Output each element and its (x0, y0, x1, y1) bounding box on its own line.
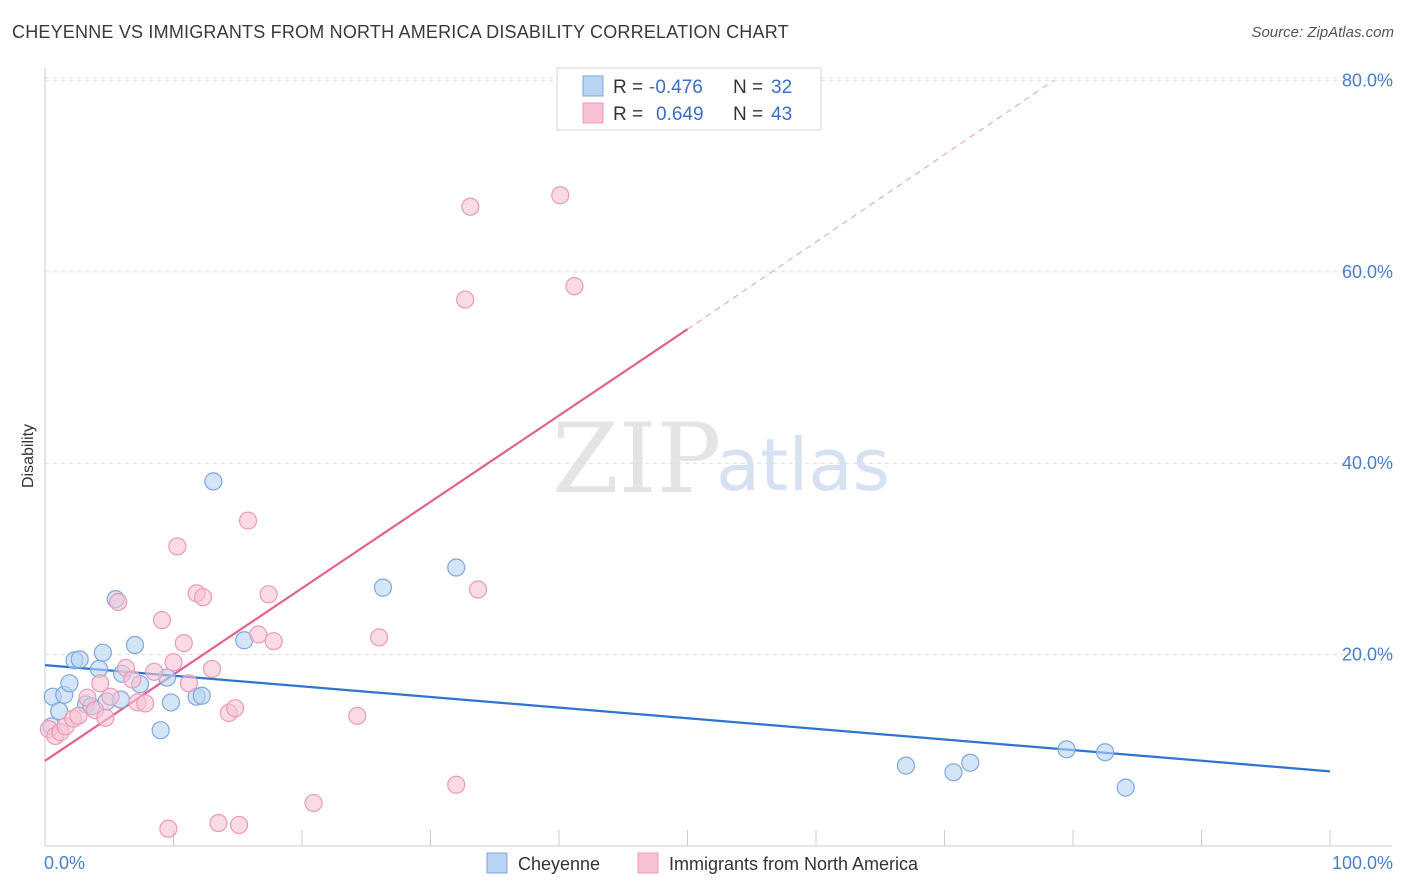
immigrants-point-20 (168, 537, 187, 556)
y-tick-label-80: 80.0% (1342, 70, 1393, 90)
immigrants-point-41 (551, 186, 570, 205)
bottom-legend-swatch-cheyenne (486, 852, 508, 874)
bottom-legend-cheyenne: Cheyenne (518, 854, 600, 874)
legend-r-value-2: 0.649 (656, 104, 704, 125)
legend-r-label-2: R = (613, 104, 643, 125)
y-tick-label-20: 20.0% (1342, 645, 1393, 665)
immigrants-point-33 (264, 632, 283, 651)
legend-n-label-1: N = (733, 77, 763, 98)
immigrants-point-22 (179, 674, 199, 693)
legend-n-value-2: 43 (771, 104, 792, 125)
immigrants-point-19 (164, 653, 183, 672)
legend: R = -0.476 N = 32 R = 0.649 N = 43 (556, 67, 822, 131)
immigrants-point-18 (159, 819, 178, 838)
immigrants-point-39 (461, 197, 480, 216)
immigrants-point-5 (69, 706, 88, 725)
bottom-legend-swatch-immigrants (637, 852, 659, 874)
cheyenne-point-31 (1116, 778, 1135, 797)
cheyenne-point-2 (50, 701, 69, 721)
immigrants-point-24 (193, 588, 213, 607)
legend-r-value-1: -0.476 (649, 77, 703, 98)
immigrants-point-29 (229, 815, 249, 835)
immigrants-point-15 (136, 694, 155, 713)
immigrants-point-40 (468, 580, 488, 599)
cheyenne-point-30 (1096, 743, 1115, 762)
immigrants-point-34 (304, 793, 323, 813)
immigrants-point-42 (565, 277, 584, 296)
cheyenne-point-17 (151, 721, 170, 740)
legend-n-value-1: 32 (771, 77, 792, 98)
immigrants-point-10 (101, 687, 120, 706)
trend-line-immigrants-extension (687, 79, 1055, 330)
bottom-legend: Cheyenne Immigrants from North America (486, 852, 919, 874)
immigrants-point-30 (238, 511, 258, 530)
immigrants-point-28 (226, 699, 245, 718)
data-points (39, 186, 1135, 838)
immigrants-point-25 (202, 659, 222, 679)
source-label: Source: ZipAtlas.com (1251, 24, 1394, 41)
immigrants-point-17 (152, 611, 172, 630)
cheyenne-point-28 (961, 753, 980, 772)
immigrants-point-36 (370, 628, 389, 647)
axes: 20.0% 40.0% 60.0% 80.0% 0.0% 100.0% (44, 68, 1393, 873)
watermark-atlas: atlas (716, 423, 890, 507)
watermark-zip: ZIP (552, 403, 721, 515)
cheyenne-point-22 (204, 472, 223, 491)
cheyenne-point-6 (70, 650, 89, 669)
immigrants-point-32 (259, 585, 278, 604)
cheyenne-point-24 (373, 578, 393, 597)
immigrants-point-38 (456, 290, 475, 309)
immigrants-point-37 (447, 775, 466, 794)
immigrants-point-26 (209, 813, 228, 833)
immigrants-point-35 (348, 706, 367, 725)
legend-n-label-2: N = (733, 104, 763, 125)
legend-swatch-cheyenne (582, 75, 604, 97)
cheyenne-point-19 (161, 693, 181, 712)
chart-title: CHEYENNE VS IMMIGRANTS FROM NORTH AMERIC… (12, 22, 789, 42)
cheyenne-point-25 (447, 558, 466, 577)
cheyenne-point-10 (93, 643, 112, 662)
cheyenne-point-15 (125, 635, 145, 655)
x-tick-label-100: 100.0% (1332, 853, 1393, 873)
trend-line-immigrants (44, 328, 689, 762)
immigrants-point-31 (249, 625, 268, 644)
immigrants-point-13 (123, 670, 142, 689)
trend-line-cheyenne (44, 664, 1331, 773)
y-tick-label-60: 60.0% (1342, 262, 1393, 282)
legend-r-label-1: R = (613, 77, 643, 98)
x-tick-label-0: 0.0% (44, 853, 85, 873)
cheyenne-point-29 (1057, 740, 1076, 759)
bottom-legend-immigrants: Immigrants from North America (669, 854, 919, 874)
immigrants-point-11 (109, 592, 128, 612)
cheyenne-point-21 (192, 686, 211, 705)
immigrants-point-8 (91, 674, 110, 693)
y-axis-label: Disability (20, 424, 37, 488)
trend-lines (44, 79, 1331, 773)
legend-swatch-immigrants (582, 102, 604, 124)
immigrants-point-9 (96, 708, 115, 727)
cheyenne-point-27 (944, 763, 963, 782)
cheyenne-point-4 (60, 674, 79, 693)
immigrants-point-16 (145, 662, 164, 681)
gridlines (45, 77, 1392, 656)
cheyenne-point-26 (896, 756, 916, 775)
immigrants-point-21 (174, 634, 193, 653)
y-tick-label-40: 40.0% (1342, 453, 1393, 473)
